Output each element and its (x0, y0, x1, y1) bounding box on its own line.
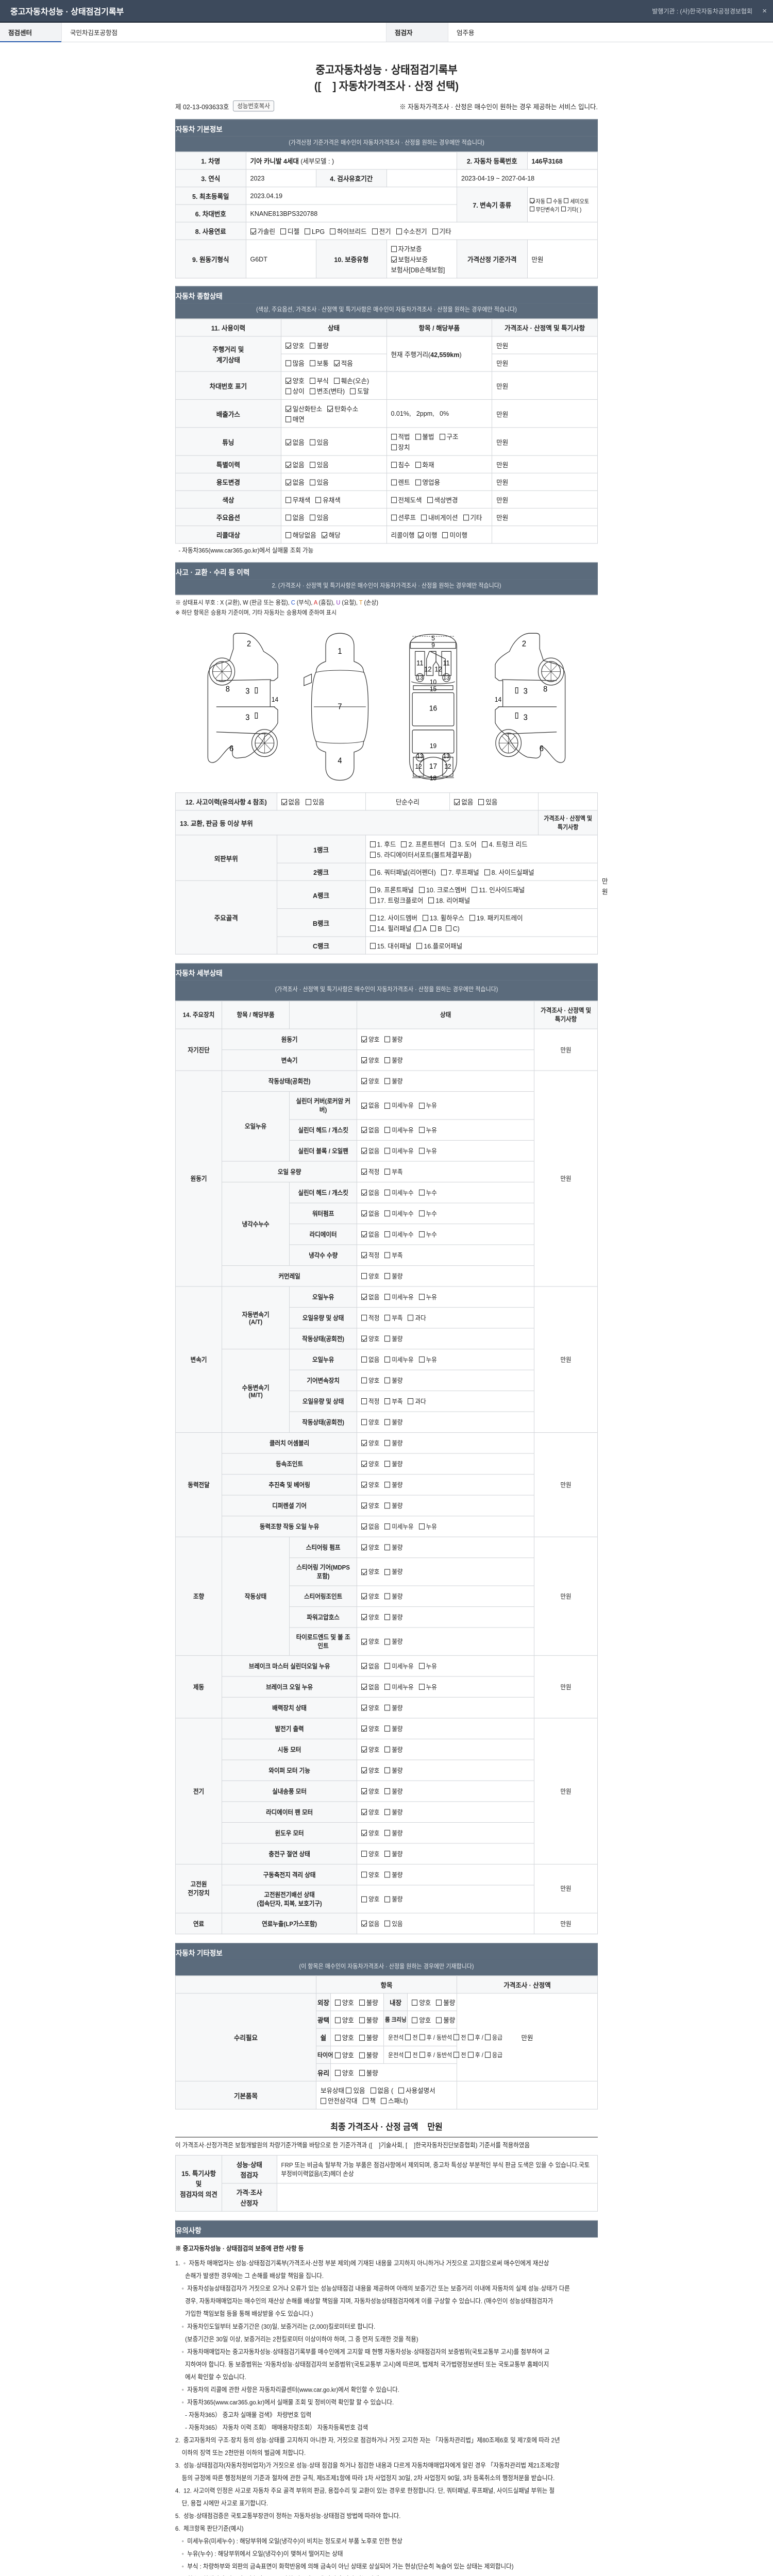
svg-text:11: 11 (416, 659, 423, 667)
svg-text:13: 13 (417, 675, 423, 681)
svg-text:15: 15 (430, 685, 436, 692)
svg-text:19: 19 (430, 742, 436, 750)
svg-text:3: 3 (245, 713, 249, 722)
svg-text:8: 8 (226, 685, 230, 694)
svg-text:18: 18 (430, 774, 436, 782)
svg-text:12: 12 (444, 763, 451, 770)
svg-text:5: 5 (431, 635, 435, 642)
svg-text:9: 9 (431, 641, 435, 649)
svg-text:14: 14 (272, 696, 278, 703)
svg-text:2: 2 (247, 639, 251, 649)
svg-text:1: 1 (338, 647, 342, 656)
svg-text:12: 12 (434, 665, 442, 673)
svg-text:13: 13 (417, 753, 423, 759)
svg-text:17: 17 (429, 762, 437, 771)
svg-text:13: 13 (443, 753, 449, 759)
svg-text:11: 11 (443, 659, 450, 667)
svg-text:4: 4 (338, 756, 342, 766)
svg-text:2: 2 (522, 639, 526, 649)
svg-text:16: 16 (429, 705, 437, 714)
svg-text:12: 12 (415, 763, 422, 770)
svg-text:12: 12 (424, 665, 431, 673)
svg-text:6: 6 (229, 744, 233, 754)
svg-text:10: 10 (430, 679, 436, 686)
svg-text:7: 7 (338, 703, 342, 712)
svg-text:6: 6 (540, 744, 544, 754)
svg-text:13: 13 (443, 675, 449, 681)
svg-text:3: 3 (524, 687, 528, 696)
svg-text:8: 8 (543, 685, 547, 694)
svg-text:3: 3 (524, 713, 528, 722)
svg-text:14: 14 (495, 696, 501, 703)
svg-text:3: 3 (245, 687, 249, 696)
